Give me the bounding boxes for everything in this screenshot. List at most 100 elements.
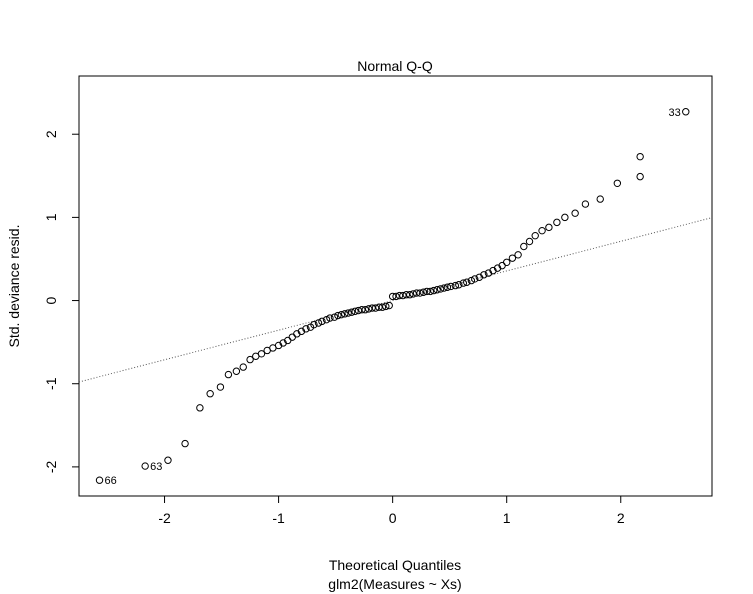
data-point bbox=[443, 283, 452, 291]
data-point bbox=[246, 355, 254, 364]
data-point bbox=[95, 476, 104, 484]
data-point bbox=[364, 305, 373, 313]
data-point bbox=[196, 404, 204, 412]
data-point bbox=[224, 370, 233, 379]
y-tick-label: -1 bbox=[43, 377, 59, 390]
x-tick-label: 1 bbox=[503, 510, 511, 526]
plot-frame bbox=[78, 75, 713, 497]
data-point bbox=[371, 304, 380, 312]
data-point bbox=[467, 276, 476, 285]
data-point bbox=[351, 307, 359, 316]
data-point bbox=[358, 306, 366, 314]
data-point bbox=[314, 319, 323, 327]
chart-subtitle: glm2(Measures ~ Xs) bbox=[328, 576, 461, 592]
point-labels: 33 66 63 bbox=[105, 107, 681, 487]
data-point bbox=[613, 179, 622, 187]
data-point bbox=[459, 279, 468, 287]
data-point bbox=[347, 308, 356, 316]
data-point bbox=[310, 320, 318, 329]
data-point bbox=[326, 314, 334, 322]
x-tick-label: -1 bbox=[272, 510, 285, 526]
data-point bbox=[561, 213, 569, 222]
data-point bbox=[508, 254, 517, 262]
data-point bbox=[288, 333, 296, 341]
data-point bbox=[412, 289, 421, 297]
data-point bbox=[141, 462, 149, 470]
data-point bbox=[571, 209, 579, 217]
data-point bbox=[423, 287, 431, 296]
data-point bbox=[520, 242, 528, 251]
data-point bbox=[525, 237, 534, 246]
data-point bbox=[545, 223, 553, 232]
data-point bbox=[636, 172, 644, 181]
y-tick-label: -2 bbox=[43, 460, 59, 473]
data-point bbox=[361, 306, 369, 314]
data-point bbox=[636, 152, 644, 161]
data-point bbox=[322, 315, 331, 324]
data-point bbox=[302, 325, 310, 333]
point-label: 66 bbox=[105, 475, 117, 487]
x-axis: -2 -1 0 1 2 bbox=[158, 495, 625, 526]
data-point bbox=[318, 317, 326, 326]
data-point bbox=[399, 291, 407, 300]
y-tick-label: 2 bbox=[43, 130, 59, 138]
data-point bbox=[354, 306, 363, 315]
data-point bbox=[538, 226, 546, 235]
data-point bbox=[330, 313, 339, 321]
data-points bbox=[95, 108, 690, 484]
data-point bbox=[471, 275, 479, 283]
data-point bbox=[419, 288, 428, 296]
chart-title: Normal Q-Q bbox=[357, 58, 433, 74]
data-point bbox=[402, 291, 411, 299]
data-point bbox=[216, 383, 225, 391]
data-point bbox=[382, 302, 390, 311]
data-point bbox=[436, 285, 445, 293]
data-point bbox=[334, 311, 342, 320]
data-point bbox=[406, 291, 414, 299]
data-point bbox=[388, 292, 397, 301]
data-point bbox=[375, 303, 383, 311]
data-point bbox=[596, 195, 604, 203]
data-point bbox=[440, 284, 448, 292]
data-point bbox=[257, 350, 266, 358]
x-tick-label: -2 bbox=[158, 510, 171, 526]
data-point bbox=[206, 390, 214, 398]
y-axis: -2 -1 0 1 2 bbox=[43, 130, 80, 473]
data-point bbox=[682, 108, 690, 116]
y-axis-label: Std. deviance resid. bbox=[6, 225, 22, 348]
data-point bbox=[455, 281, 463, 289]
x-axis-label: Theoretical Quantiles bbox=[329, 557, 461, 573]
data-point bbox=[164, 456, 172, 464]
data-point bbox=[430, 286, 438, 295]
data-point bbox=[451, 281, 460, 290]
data-point bbox=[426, 287, 434, 296]
data-point bbox=[514, 251, 522, 259]
x-tick-label: 2 bbox=[617, 510, 625, 526]
data-point bbox=[337, 310, 346, 319]
data-point bbox=[368, 304, 376, 312]
y-tick-label: 1 bbox=[43, 213, 59, 221]
data-point bbox=[344, 309, 352, 317]
data-point bbox=[341, 310, 349, 318]
data-point bbox=[409, 290, 417, 298]
point-label: 63 bbox=[150, 461, 162, 473]
data-point bbox=[480, 271, 488, 279]
data-point bbox=[447, 282, 455, 291]
data-point bbox=[385, 301, 393, 310]
data-point bbox=[239, 363, 247, 371]
reference-line bbox=[78, 217, 713, 383]
y-tick-label: 0 bbox=[43, 296, 59, 304]
data-point bbox=[232, 367, 241, 375]
data-point bbox=[392, 292, 400, 301]
data-point bbox=[378, 303, 387, 311]
data-point bbox=[395, 291, 404, 300]
data-point bbox=[416, 289, 424, 297]
data-point bbox=[581, 200, 590, 208]
data-point bbox=[433, 286, 441, 294]
data-point bbox=[553, 218, 561, 227]
data-point bbox=[463, 278, 471, 286]
data-point bbox=[531, 231, 539, 240]
data-point bbox=[503, 258, 511, 266]
x-tick-label: 0 bbox=[389, 510, 397, 526]
